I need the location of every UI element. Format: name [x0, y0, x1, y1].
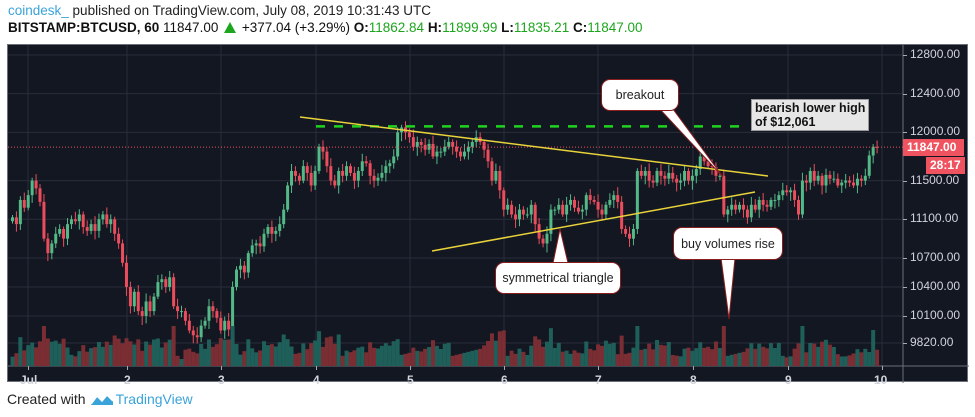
buy-volumes-callout: buy volumes rise — [673, 227, 783, 260]
price-tick-label: 11100.00 — [910, 211, 959, 226]
time-tick — [221, 366, 222, 370]
price-tick — [903, 219, 907, 221]
price-change: +377.04 (+3.29%) — [241, 20, 350, 35]
note-line-1: bearish lower high — [755, 101, 866, 115]
time-tick-label: 3 — [218, 373, 225, 387]
author-link[interactable]: coindesk_ — [8, 3, 69, 18]
price-tick — [903, 315, 907, 317]
last-price: 11847.00 — [163, 20, 219, 35]
up-arrow-icon — [224, 22, 237, 33]
time-tick-label: 7 — [595, 373, 602, 387]
time-tick — [598, 366, 599, 370]
time-tick-label: 9 — [785, 373, 792, 387]
published-text: published on TradingView.com, July 08, 2… — [68, 3, 432, 18]
tradingview-logo-icon — [89, 393, 114, 405]
low-value: 11835.21 — [513, 20, 570, 35]
time-tick — [410, 366, 411, 370]
close-label: C: — [572, 20, 588, 35]
high-label: H: — [427, 20, 443, 35]
time-tick — [316, 366, 317, 370]
price-tick — [903, 286, 907, 288]
open-label: O: — [353, 20, 369, 35]
price-tick — [903, 93, 907, 95]
time-tick-label: 5 — [407, 373, 414, 387]
price-tick — [903, 55, 907, 56]
close-value: 11847.00 — [587, 20, 643, 35]
time-tick — [693, 366, 694, 370]
price-tick-label: 10400.00 — [910, 278, 961, 293]
open-value: 11862.84 — [368, 20, 425, 35]
price-chart[interactable]: 12800.00 12400.00 12000.00 11500.00 11100.00… — [7, 44, 969, 387]
publish-info: coindesk_ published on TradingView.com, … — [8, 3, 431, 18]
time-tick-label: 4 — [313, 373, 320, 387]
low-label: L: — [501, 20, 514, 35]
time-tick-label: 8 — [690, 373, 697, 387]
breakout-callout: breakout — [601, 79, 679, 111]
time-tick-label: 10 — [874, 373, 888, 387]
price-tick-label: 11500.00 — [910, 172, 960, 187]
symmetrical-triangle-callout: symmetrical triangle — [495, 262, 621, 294]
price-tick-label: 9820.00 — [910, 335, 954, 349]
price-tick — [903, 343, 907, 344]
symbol-info: BITSTAMP:BTCUSD, 60 11847.00 +377.04 (+3… — [8, 20, 643, 35]
time-tick — [882, 366, 883, 370]
tradingview-brand: TradingView — [115, 391, 193, 407]
note-line-2: of $12,061 — [755, 115, 816, 129]
bearish-lower-high-note: bearish lower high of $12,061 — [751, 99, 870, 131]
time-tick-label: 6 — [501, 373, 508, 387]
time-tick-label: 2 — [124, 373, 131, 387]
current-price-tag: 11847.00 — [903, 139, 964, 156]
symbol-name: BITSTAMP:BTCUSD, 60 — [8, 20, 160, 35]
time-tick — [28, 366, 29, 370]
tradingview-link[interactable]: TradingView — [89, 391, 193, 407]
created-with-text: Created with — [7, 391, 86, 407]
time-tick — [788, 366, 789, 370]
price-tick-label: 12400.00 — [910, 85, 961, 100]
high-value: 11899.99 — [442, 20, 498, 35]
chart-canvas[interactable] — [8, 45, 969, 383]
price-tick-label: 12000.00 — [910, 124, 961, 139]
time-tick — [504, 366, 505, 370]
price-tick — [903, 132, 907, 134]
price-tick — [903, 180, 907, 182]
time-tick — [127, 366, 128, 370]
price-tick-label: 10700.00 — [910, 249, 961, 264]
price-tick-label: 10100.00 — [910, 307, 961, 322]
countdown-tag: 28:17 — [926, 157, 965, 174]
price-tick — [903, 257, 907, 259]
time-tick-label: Jul — [20, 373, 38, 387]
footer: Created with TradingView — [7, 391, 193, 407]
price-tick-label: 12800.00 — [910, 47, 961, 61]
